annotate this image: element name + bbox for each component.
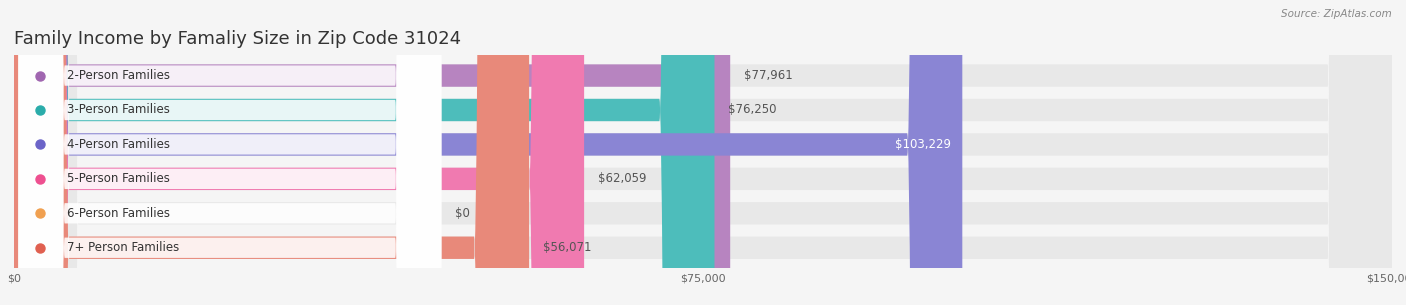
Text: $0: $0 — [456, 207, 470, 220]
Text: Family Income by Famaliy Size in Zip Code 31024: Family Income by Famaliy Size in Zip Cod… — [14, 30, 461, 48]
FancyBboxPatch shape — [14, 0, 730, 305]
FancyBboxPatch shape — [14, 0, 1392, 305]
FancyBboxPatch shape — [14, 0, 529, 305]
FancyBboxPatch shape — [14, 0, 1392, 305]
FancyBboxPatch shape — [18, 0, 441, 305]
FancyBboxPatch shape — [18, 0, 441, 305]
Text: 6-Person Families: 6-Person Families — [67, 207, 170, 220]
Text: 4-Person Families: 4-Person Families — [67, 138, 170, 151]
Text: Source: ZipAtlas.com: Source: ZipAtlas.com — [1281, 9, 1392, 19]
FancyBboxPatch shape — [14, 0, 583, 305]
FancyBboxPatch shape — [14, 0, 1392, 305]
Text: $77,961: $77,961 — [744, 69, 793, 82]
Text: $76,250: $76,250 — [728, 103, 776, 117]
FancyBboxPatch shape — [14, 0, 714, 305]
FancyBboxPatch shape — [18, 0, 441, 305]
FancyBboxPatch shape — [14, 0, 1392, 305]
FancyBboxPatch shape — [18, 0, 441, 305]
Text: 5-Person Families: 5-Person Families — [67, 172, 170, 185]
FancyBboxPatch shape — [14, 0, 962, 305]
Text: 2-Person Families: 2-Person Families — [67, 69, 170, 82]
FancyBboxPatch shape — [14, 0, 1392, 305]
Text: $103,229: $103,229 — [896, 138, 952, 151]
Text: $56,071: $56,071 — [543, 241, 592, 254]
FancyBboxPatch shape — [14, 0, 1392, 305]
FancyBboxPatch shape — [18, 0, 441, 305]
Text: 7+ Person Families: 7+ Person Families — [67, 241, 180, 254]
Text: 3-Person Families: 3-Person Families — [67, 103, 170, 117]
FancyBboxPatch shape — [18, 0, 441, 305]
Text: $62,059: $62,059 — [598, 172, 647, 185]
